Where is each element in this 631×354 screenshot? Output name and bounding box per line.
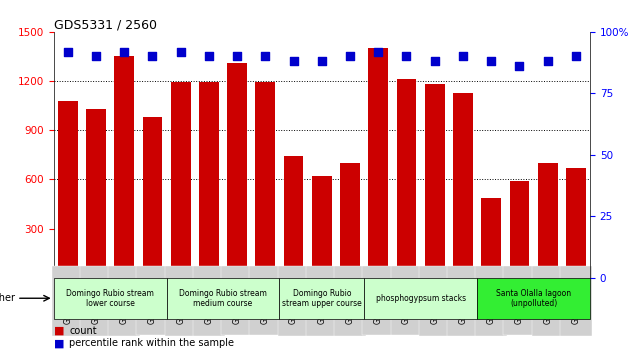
Point — [175, 49, 186, 55]
Bar — [312, 176, 332, 278]
Point — [486, 58, 496, 64]
Bar — [566, 168, 586, 278]
Text: GSM832438: GSM832438 — [515, 278, 524, 324]
Text: GSM832442: GSM832442 — [402, 278, 411, 324]
Text: GSM832437: GSM832437 — [487, 278, 496, 324]
Point — [543, 58, 553, 64]
Point — [373, 49, 383, 55]
Bar — [171, 82, 191, 278]
Text: GSM832443: GSM832443 — [430, 278, 439, 324]
Point — [288, 58, 298, 64]
Point — [148, 54, 158, 59]
Text: Santa Olalla lagoon
(unpolluted): Santa Olalla lagoon (unpolluted) — [496, 289, 571, 308]
Point — [317, 58, 327, 64]
Point — [261, 54, 271, 59]
Bar — [280, 278, 364, 319]
Bar — [284, 156, 304, 278]
Bar — [58, 101, 78, 278]
Bar — [453, 92, 473, 278]
Text: percentile rank within the sample: percentile rank within the sample — [69, 338, 234, 348]
Point — [514, 63, 524, 69]
Bar — [86, 109, 106, 278]
Bar — [477, 278, 590, 319]
Bar — [54, 278, 167, 319]
Text: other: other — [0, 293, 16, 303]
Bar — [143, 117, 162, 278]
Point — [401, 54, 411, 59]
Bar — [114, 57, 134, 278]
Text: GSM832453: GSM832453 — [289, 278, 298, 324]
Text: Domingo Rubio stream
medium course: Domingo Rubio stream medium course — [179, 289, 267, 308]
Text: GSM832451: GSM832451 — [233, 278, 242, 324]
Text: GSM832448: GSM832448 — [148, 278, 157, 324]
Bar — [481, 198, 501, 278]
Point — [430, 58, 440, 64]
Text: GDS5331 / 2560: GDS5331 / 2560 — [54, 19, 156, 32]
Text: GSM832440: GSM832440 — [572, 278, 581, 324]
Point — [119, 49, 129, 55]
Bar — [538, 163, 558, 278]
Bar — [167, 278, 280, 319]
Text: ■: ■ — [54, 326, 64, 336]
Bar — [340, 163, 360, 278]
Bar — [510, 181, 529, 278]
Point — [62, 49, 73, 55]
Text: GSM832444: GSM832444 — [459, 278, 468, 324]
Point — [571, 54, 581, 59]
Text: GSM832454: GSM832454 — [317, 278, 326, 324]
Text: Domingo Rubio
stream upper course: Domingo Rubio stream upper course — [282, 289, 362, 308]
Bar — [397, 79, 416, 278]
Text: Domingo Rubio stream
lower course: Domingo Rubio stream lower course — [66, 289, 154, 308]
Bar — [256, 82, 275, 278]
Text: GSM832447: GSM832447 — [120, 278, 129, 324]
Text: ■: ■ — [54, 338, 64, 348]
Text: GSM832449: GSM832449 — [176, 278, 185, 324]
Text: GSM832450: GSM832450 — [204, 278, 213, 324]
Text: GSM832452: GSM832452 — [261, 278, 270, 324]
Point — [345, 54, 355, 59]
Text: GSM832455: GSM832455 — [346, 278, 355, 324]
Point — [458, 54, 468, 59]
Point — [232, 54, 242, 59]
Text: GSM832439: GSM832439 — [543, 278, 552, 324]
Bar — [369, 48, 388, 278]
Text: phosphogypsum stacks: phosphogypsum stacks — [375, 294, 466, 303]
Text: GSM832446: GSM832446 — [91, 278, 100, 324]
Text: GSM832445: GSM832445 — [63, 278, 72, 324]
Text: count: count — [69, 326, 97, 336]
Bar — [227, 63, 247, 278]
Point — [91, 54, 101, 59]
Bar — [425, 84, 445, 278]
Bar — [364, 278, 477, 319]
Text: GSM832441: GSM832441 — [374, 278, 383, 324]
Bar — [199, 82, 219, 278]
Point — [204, 54, 214, 59]
